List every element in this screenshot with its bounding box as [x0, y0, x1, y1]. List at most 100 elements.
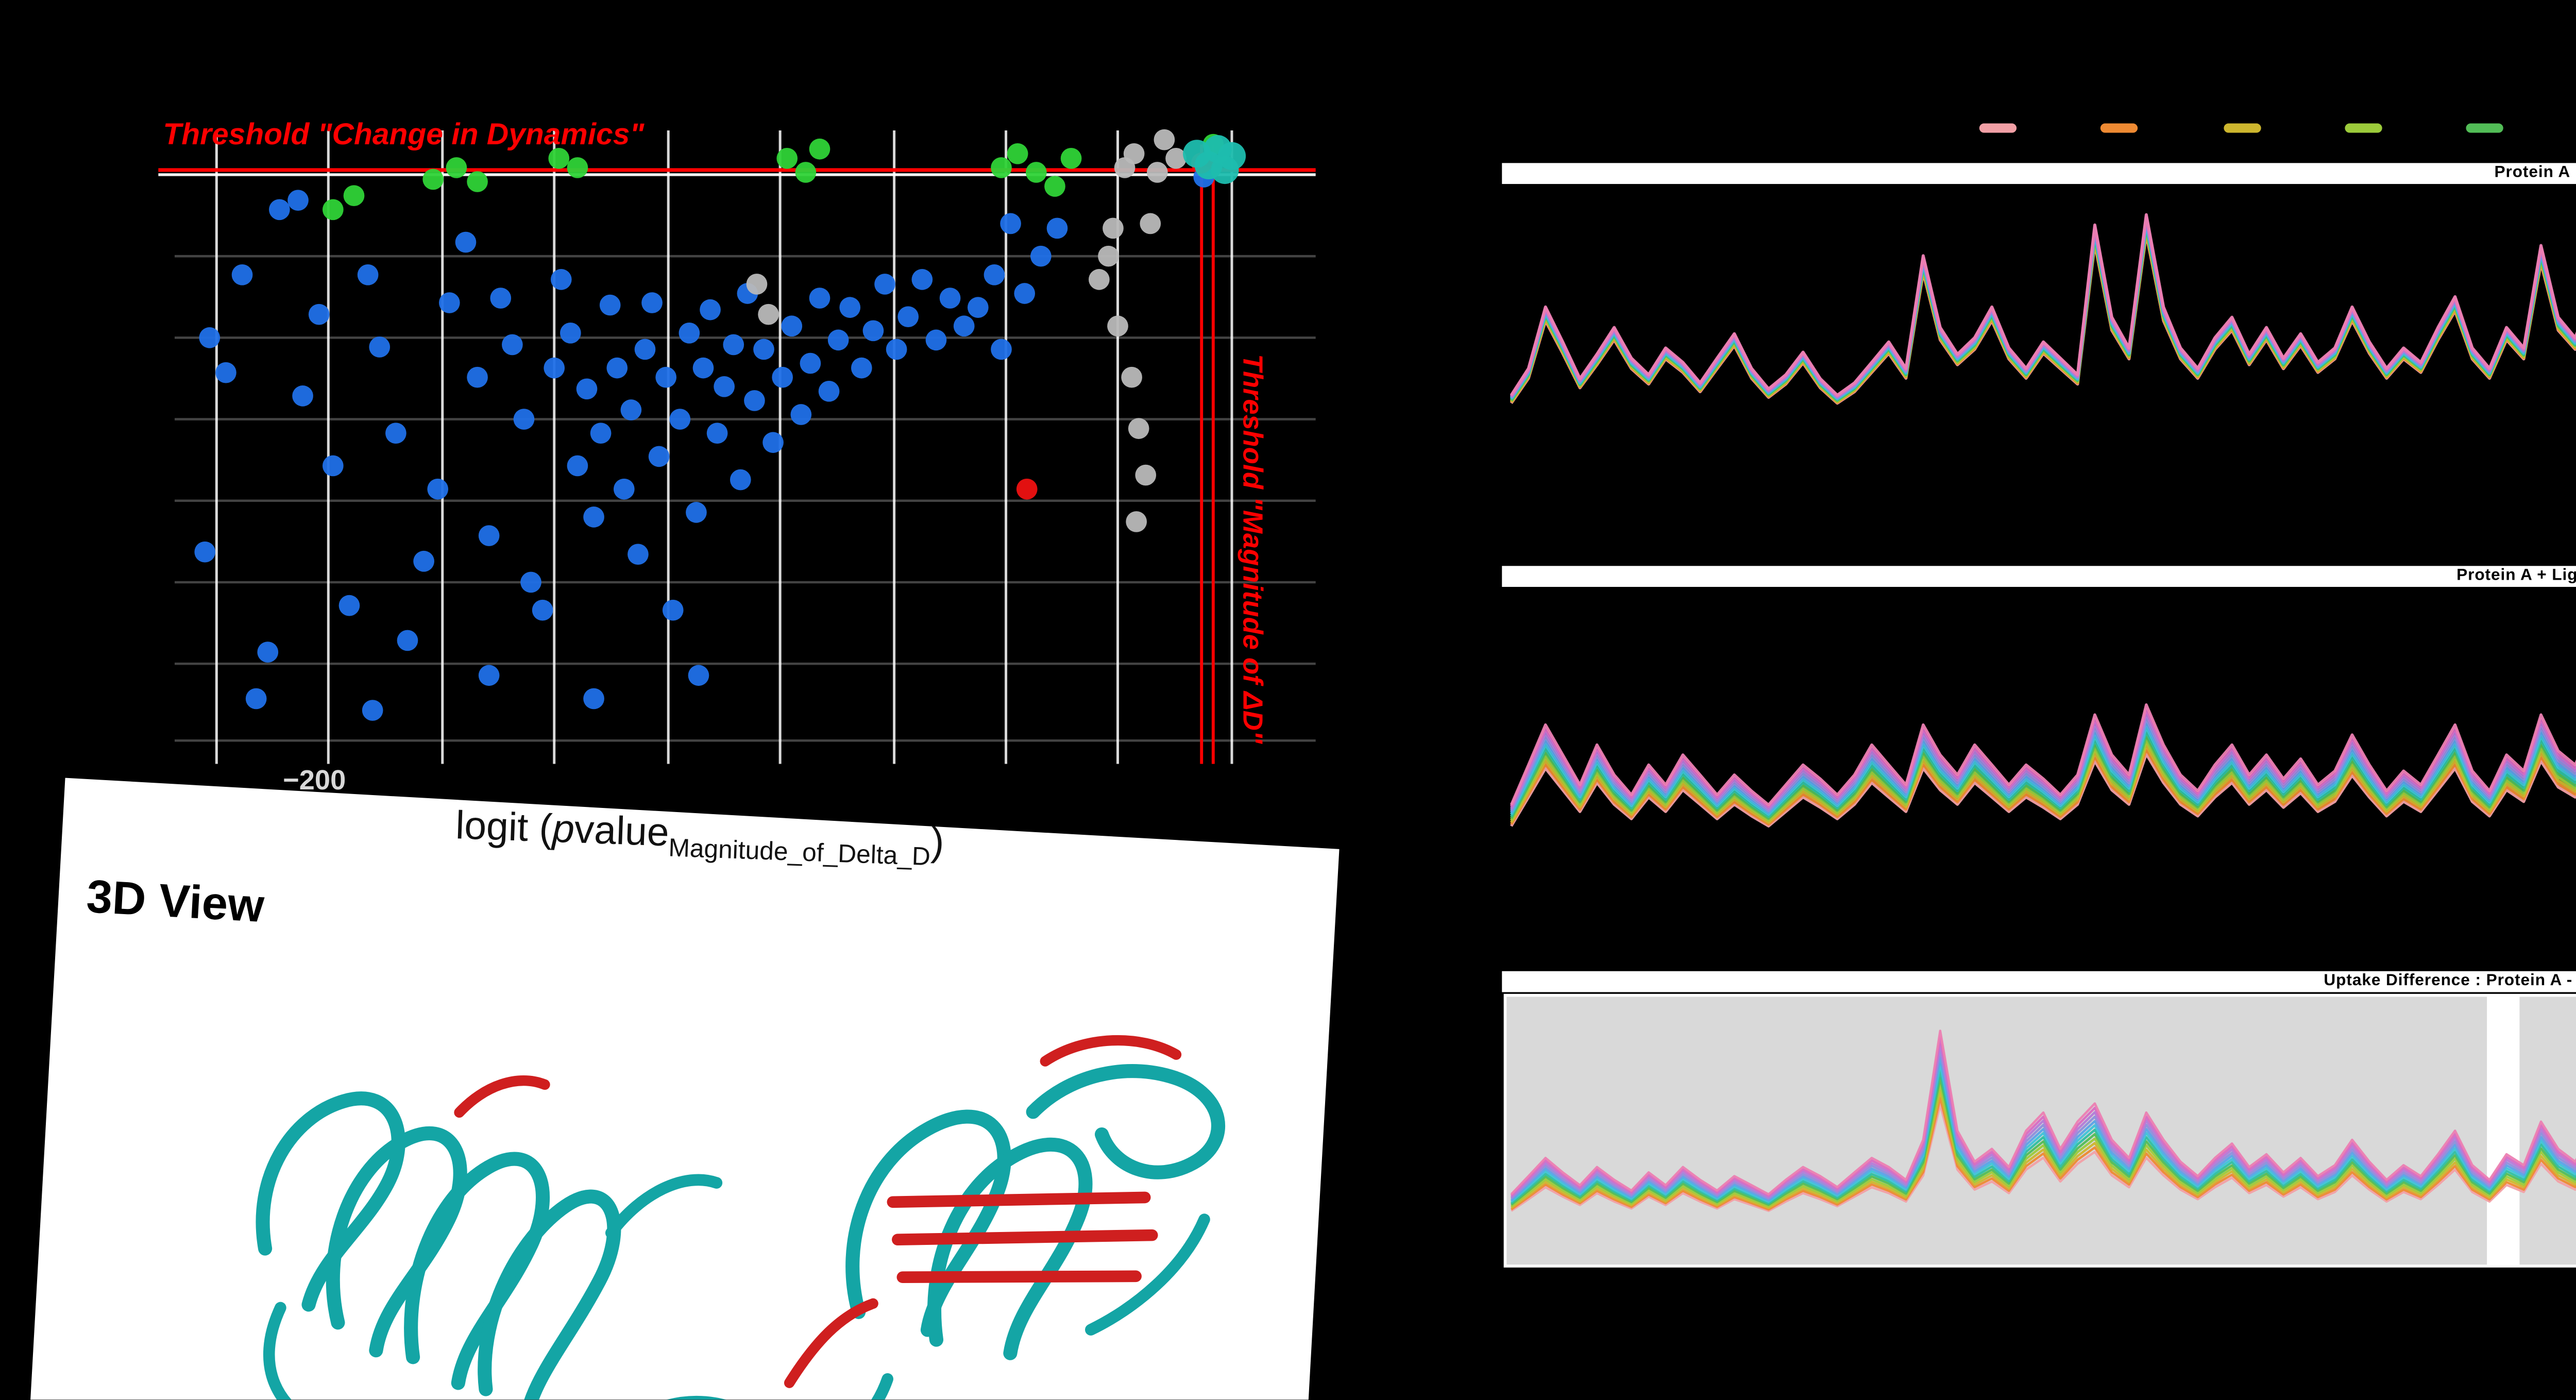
scatter-point[interactable]: [343, 185, 365, 207]
scatter-point[interactable]: [490, 288, 512, 309]
scatter-point[interactable]: [925, 329, 947, 351]
scatter-point[interactable]: [257, 642, 279, 663]
series-line[interactable]: [1510, 1056, 2576, 1202]
scatter-point[interactable]: [1098, 245, 1119, 267]
scatter-point[interactable]: [758, 303, 779, 325]
series-line[interactable]: [1510, 1076, 2576, 1206]
scatter-point[interactable]: [746, 274, 768, 295]
scatter-point[interactable]: [231, 264, 253, 285]
scatter-point[interactable]: [809, 138, 831, 160]
scatter-point[interactable]: [583, 688, 604, 710]
series-line[interactable]: [1510, 224, 2576, 401]
scatter-point[interactable]: [620, 399, 642, 420]
scatter-point[interactable]: [550, 269, 572, 290]
scatter-point[interactable]: [385, 423, 406, 444]
series-line[interactable]: [1510, 232, 2576, 410]
scatter-point[interactable]: [1217, 142, 1246, 170]
series-line[interactable]: [1511, 1090, 2576, 1209]
scatter-point[interactable]: [567, 157, 588, 178]
scatter-point[interactable]: [322, 199, 344, 221]
scatter-point[interactable]: [478, 525, 500, 546]
legend-swatch[interactable]: [2101, 123, 2139, 133]
series-line[interactable]: [1510, 194, 2576, 397]
uptake-plot-protein-a[interactable]: [1502, 184, 2576, 547]
series-line[interactable]: [1510, 1030, 2576, 1196]
scatter-point[interactable]: [322, 455, 344, 477]
volcano-plot-svg[interactable]: Threshold "Change in Dynamics" Threshold …: [140, 93, 1327, 796]
uptake-plot-protein-a-ligand[interactable]: [1502, 587, 2576, 941]
protein-ribbon[interactable]: [108, 926, 1301, 1400]
scatter-point[interactable]: [984, 264, 1005, 285]
scatter-point[interactable]: [194, 541, 216, 563]
series-line[interactable]: [1510, 231, 2576, 404]
scatter-point[interactable]: [576, 378, 598, 400]
scatter-point[interactable]: [730, 469, 751, 491]
scatter-point[interactable]: [1089, 269, 1110, 290]
series-line[interactable]: [1510, 229, 2576, 403]
scatter-point[interactable]: [662, 599, 684, 621]
scatter-point[interactable]: [199, 327, 221, 348]
scatter-point[interactable]: [1123, 143, 1145, 164]
scatter-point[interactable]: [292, 385, 313, 407]
scatter-point[interactable]: [688, 665, 709, 686]
scatter-point[interactable]: [897, 306, 919, 328]
scatter-point[interactable]: [467, 171, 488, 192]
scatter-point[interactable]: [1007, 143, 1028, 164]
scatter-point[interactable]: [287, 190, 309, 211]
scatter-point[interactable]: [800, 352, 821, 374]
scatter-point[interactable]: [634, 339, 656, 360]
scatter-point[interactable]: [939, 288, 961, 309]
scatter-point[interactable]: [1126, 511, 1147, 532]
scatter-point[interactable]: [567, 455, 588, 477]
scatter-point[interactable]: [455, 231, 477, 253]
scatter-point[interactable]: [1107, 315, 1128, 337]
series-line[interactable]: [1510, 1083, 2576, 1208]
scatter-point[interactable]: [655, 366, 677, 388]
scatter-point[interactable]: [1103, 217, 1124, 239]
scatter-point[interactable]: [427, 478, 449, 500]
scatter-point[interactable]: [1128, 418, 1149, 439]
scatter-point[interactable]: [641, 292, 663, 313]
scatter-point[interactable]: [862, 320, 884, 342]
scatter-point[interactable]: [818, 380, 840, 402]
scatter-point[interactable]: [1121, 366, 1142, 388]
scatter-point[interactable]: [790, 404, 812, 425]
scatter-point[interactable]: [991, 339, 1012, 360]
scatter-point[interactable]: [700, 299, 721, 321]
scatter-point[interactable]: [669, 409, 691, 430]
series-line[interactable]: [1511, 1103, 2576, 1212]
scatter-point[interactable]: [357, 264, 379, 285]
scatter-point[interactable]: [772, 366, 793, 388]
scatter-point[interactable]: [422, 168, 444, 190]
scatter-point[interactable]: [1147, 162, 1168, 183]
scatter-point[interactable]: [467, 366, 488, 388]
scatter-point[interactable]: [953, 315, 975, 337]
series-line[interactable]: [1510, 1063, 2576, 1203]
scatter-point[interactable]: [520, 571, 541, 593]
scatter-point[interactable]: [338, 595, 360, 616]
scatter-point[interactable]: [245, 688, 267, 710]
volcano-plot[interactable]: Threshold "Change in Dynamics" Threshold …: [140, 93, 1327, 804]
series-line[interactable]: [1510, 227, 2576, 403]
scatter-point[interactable]: [1014, 283, 1036, 304]
scatter-point[interactable]: [1025, 162, 1047, 183]
scatter-point[interactable]: [723, 334, 744, 356]
scatter-point[interactable]: [776, 148, 798, 169]
scatter-point[interactable]: [648, 446, 670, 467]
structure-panel[interactable]: 3D View: [25, 778, 1340, 1400]
uptake-difference-plot[interactable]: [1502, 992, 2576, 1269]
scatter-point[interactable]: [744, 390, 765, 411]
scatter-point[interactable]: [560, 322, 581, 344]
scatter-point[interactable]: [1154, 129, 1175, 150]
scatter-point[interactable]: [413, 550, 434, 572]
scatter-point[interactable]: [613, 478, 635, 500]
scatter-point[interactable]: [438, 292, 460, 313]
scatter-point[interactable]: [781, 315, 803, 337]
scatter-point[interactable]: [809, 288, 831, 309]
scatter-point[interactable]: [839, 297, 861, 318]
legend-swatch[interactable]: [2223, 123, 2261, 133]
scatter-point[interactable]: [362, 700, 383, 721]
scatter-point[interactable]: [874, 274, 895, 295]
scatter-point[interactable]: [590, 423, 612, 444]
scatter-point[interactable]: [606, 357, 628, 379]
